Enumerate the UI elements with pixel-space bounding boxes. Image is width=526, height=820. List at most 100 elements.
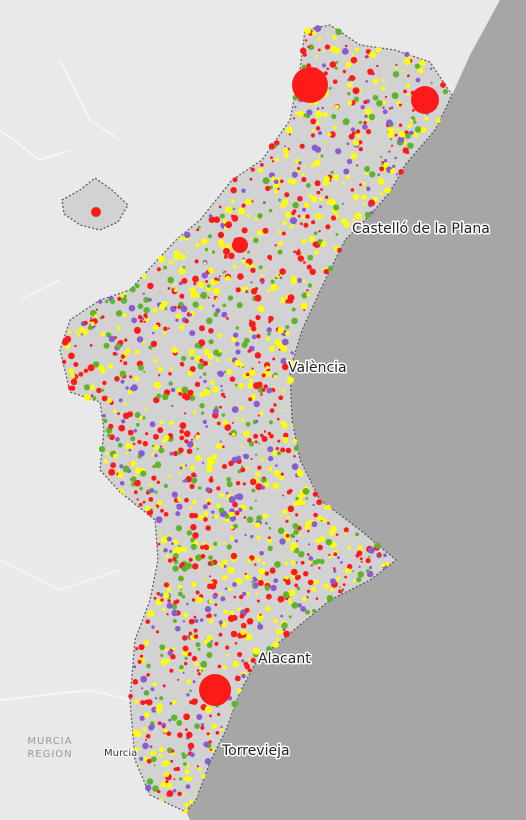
dot <box>134 349 140 355</box>
dot <box>286 516 290 520</box>
dot <box>424 116 429 121</box>
dot <box>238 507 243 512</box>
dot <box>295 513 299 517</box>
dot <box>292 523 299 530</box>
dot <box>232 582 237 587</box>
dot <box>193 634 199 639</box>
dot <box>208 339 214 345</box>
dot <box>280 179 284 184</box>
dot <box>192 275 199 283</box>
dot <box>179 293 185 299</box>
dot <box>224 270 227 273</box>
dot <box>184 775 191 782</box>
dot <box>280 409 283 412</box>
dot <box>165 780 169 784</box>
dot <box>207 353 214 360</box>
dot <box>95 308 98 311</box>
dot <box>147 610 155 617</box>
dot <box>398 130 406 138</box>
dot <box>160 598 164 602</box>
dot <box>161 536 168 543</box>
dot <box>104 299 109 304</box>
dot <box>166 602 173 609</box>
dot <box>342 583 346 587</box>
dot <box>352 193 360 201</box>
dot <box>297 110 305 118</box>
dot <box>350 188 355 192</box>
dot <box>272 357 276 361</box>
dot <box>135 647 139 651</box>
dot <box>282 436 289 443</box>
dot <box>326 595 334 602</box>
dot <box>356 164 359 167</box>
dot <box>406 150 410 155</box>
dot <box>285 533 290 538</box>
dot <box>87 364 95 372</box>
dot <box>417 67 424 74</box>
dot <box>235 326 239 330</box>
dot <box>228 252 235 260</box>
dot <box>113 409 117 413</box>
dot <box>305 497 309 500</box>
dot <box>203 379 207 384</box>
dot <box>77 333 81 337</box>
dot <box>343 221 350 228</box>
dot <box>117 472 124 479</box>
dot <box>291 317 298 325</box>
dot <box>183 762 187 766</box>
dot <box>184 769 190 775</box>
dot <box>270 176 276 181</box>
dot <box>90 317 93 320</box>
dot <box>321 63 326 68</box>
dot <box>262 476 266 480</box>
dot <box>190 352 194 356</box>
dot <box>259 411 264 416</box>
dot <box>220 384 223 388</box>
dot <box>116 326 121 331</box>
dot <box>261 373 266 378</box>
dot <box>230 552 238 560</box>
dot <box>176 497 182 502</box>
dot <box>350 56 358 64</box>
dot <box>382 109 388 115</box>
dot <box>301 302 308 310</box>
dot <box>223 247 230 255</box>
dot <box>217 712 221 717</box>
dot <box>117 468 121 472</box>
dot <box>305 524 311 530</box>
dot <box>313 159 321 167</box>
dot <box>295 561 298 564</box>
dot <box>310 564 313 567</box>
dot <box>241 259 246 264</box>
dot <box>208 363 212 366</box>
dot <box>318 131 323 135</box>
dot <box>317 48 321 52</box>
dot <box>162 684 166 688</box>
dot <box>216 486 221 491</box>
dot <box>226 544 232 550</box>
dot <box>173 288 178 293</box>
dot <box>247 668 252 673</box>
dot <box>162 331 166 335</box>
dot <box>181 565 188 572</box>
dot <box>206 317 213 325</box>
dot <box>195 242 200 248</box>
dot <box>222 419 228 426</box>
dot <box>237 607 241 611</box>
dot <box>242 591 247 597</box>
dot <box>293 535 296 538</box>
dot <box>255 419 259 423</box>
dot <box>235 349 241 355</box>
dot <box>165 505 168 508</box>
dot <box>298 161 302 165</box>
dot <box>156 393 162 399</box>
dot <box>237 273 244 280</box>
dot <box>159 593 164 597</box>
dot <box>220 564 224 568</box>
dot <box>303 222 309 228</box>
dot <box>282 628 286 631</box>
dot <box>73 362 79 367</box>
region-label: MURCIA <box>27 736 72 747</box>
dot <box>148 497 154 502</box>
dot <box>280 472 284 476</box>
